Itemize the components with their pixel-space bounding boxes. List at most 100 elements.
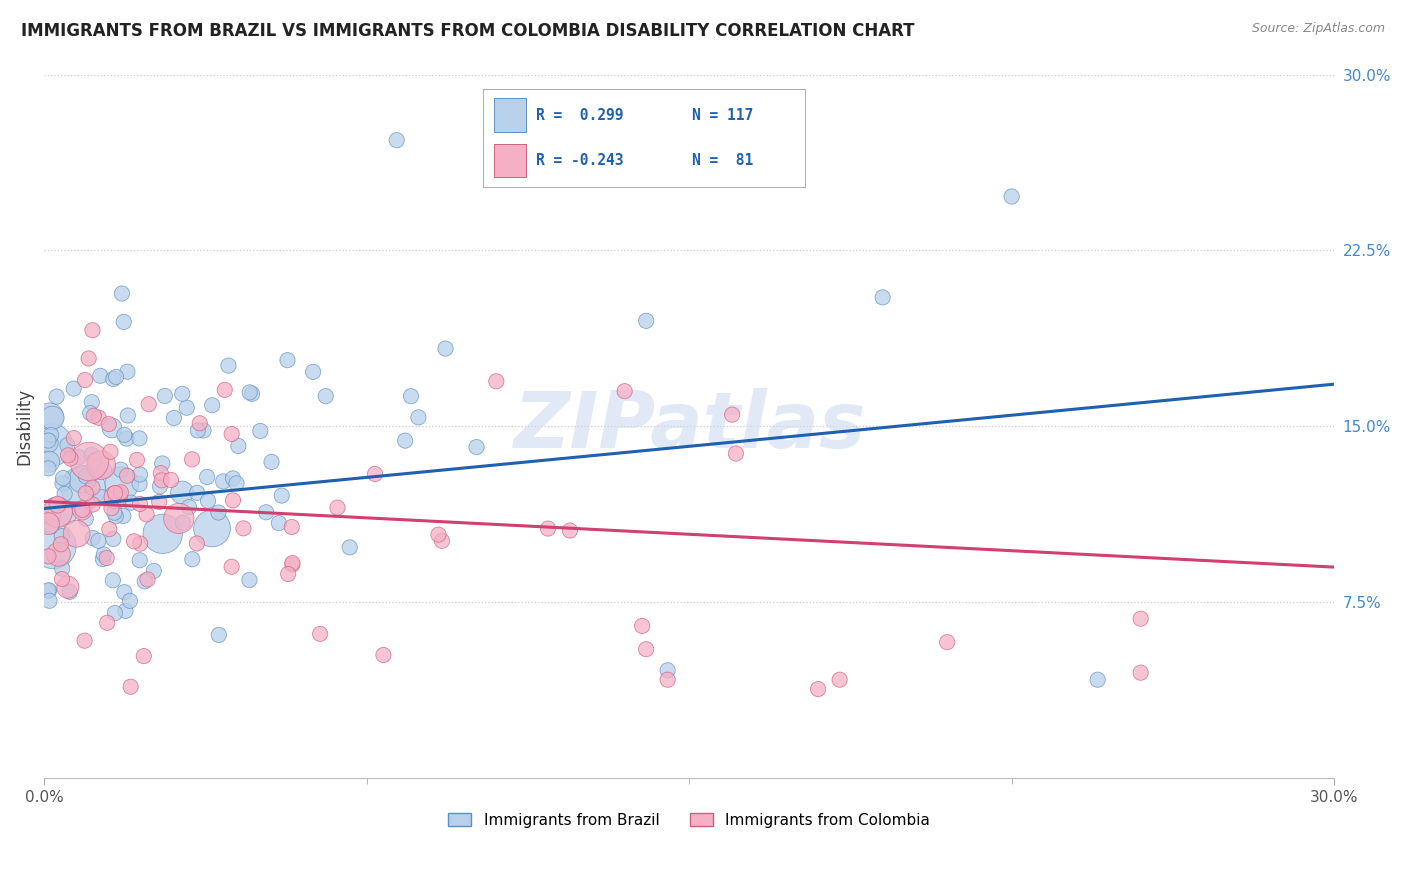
Point (537, 522, 560, 536)
Point (38, 409, 60, 424)
Point (97, 417, 120, 431)
Point (115, 468, 138, 483)
Point (90, 490, 112, 504)
Point (80, 395, 103, 409)
Point (150, 457, 173, 471)
Point (399, 389, 422, 403)
Point (73, 633, 96, 648)
Point (100, 501, 122, 516)
Point (112, 427, 135, 442)
Point (104, 490, 127, 504)
Point (138, 397, 160, 411)
Point (129, 467, 152, 482)
Point (104, 509, 127, 524)
Point (132, 649, 155, 664)
Point (339, 541, 361, 555)
Point (177, 500, 200, 514)
Point (249, 424, 271, 438)
Point (181, 552, 204, 566)
Point (117, 365, 139, 379)
Point (872, 290, 894, 304)
Point (90, 458, 112, 472)
Point (112, 585, 135, 599)
Point (172, 386, 194, 401)
Point (212, 475, 235, 489)
Point (110, 485, 132, 500)
Point (48, 547, 70, 561)
Point (87, 533, 110, 548)
Point (46, 498, 69, 512)
Point (125, 453, 148, 467)
Point (59, 451, 82, 466)
Point (1001, 189, 1024, 203)
Point (239, 385, 262, 400)
Point (82, 323, 104, 337)
Point (37, 508, 59, 523)
Point (172, 516, 194, 530)
Point (260, 455, 283, 469)
Point (56, 580, 79, 594)
Point (62, 382, 84, 396)
Point (41, 519, 63, 533)
Point (309, 627, 332, 641)
Point (254, 505, 277, 519)
Point (93, 463, 115, 477)
Point (163, 411, 186, 425)
Point (465, 440, 488, 454)
Point (120, 496, 142, 510)
Point (93, 548, 115, 562)
Legend: Immigrants from Brazil, Immigrants from Colombia: Immigrants from Brazil, Immigrants from … (443, 806, 936, 834)
Point (394, 434, 416, 448)
Point (111, 476, 134, 491)
Point (129, 497, 152, 511)
Point (281, 520, 304, 534)
Point (152, 526, 174, 541)
Point (77, 454, 100, 468)
Point (613, 384, 636, 399)
Point (45, 390, 67, 404)
Point (72, 481, 94, 495)
Point (186, 485, 208, 500)
Text: ZIPatlas: ZIPatlas (513, 388, 865, 465)
Point (56, 508, 79, 523)
Point (66, 526, 89, 541)
Point (170, 485, 193, 500)
Point (385, 133, 408, 147)
Point (96, 615, 118, 630)
Point (51, 529, 73, 543)
Point (135, 508, 157, 522)
Point (277, 567, 299, 582)
Point (62, 431, 84, 445)
Point (134, 574, 156, 589)
Point (104, 606, 127, 620)
Point (89, 368, 111, 383)
Point (160, 473, 183, 487)
Point (721, 408, 744, 422)
Point (326, 500, 349, 515)
Point (37, 461, 59, 475)
Point (38, 593, 60, 607)
Point (110, 463, 132, 477)
Point (56, 448, 79, 462)
Point (558, 524, 581, 538)
Point (73, 373, 96, 387)
Point (41, 410, 63, 425)
Point (112, 315, 135, 329)
Point (37, 435, 59, 450)
Point (114, 604, 136, 618)
Point (181, 452, 204, 467)
Point (186, 536, 208, 550)
Point (724, 446, 747, 460)
Point (238, 573, 260, 587)
Point (117, 409, 139, 423)
Point (122, 534, 145, 549)
Point (101, 421, 124, 435)
Point (136, 573, 159, 587)
Point (104, 486, 127, 500)
Point (232, 521, 254, 535)
Point (153, 389, 176, 403)
Point (1129, 612, 1152, 626)
Point (201, 521, 224, 535)
Point (128, 476, 150, 491)
Point (67, 450, 90, 465)
